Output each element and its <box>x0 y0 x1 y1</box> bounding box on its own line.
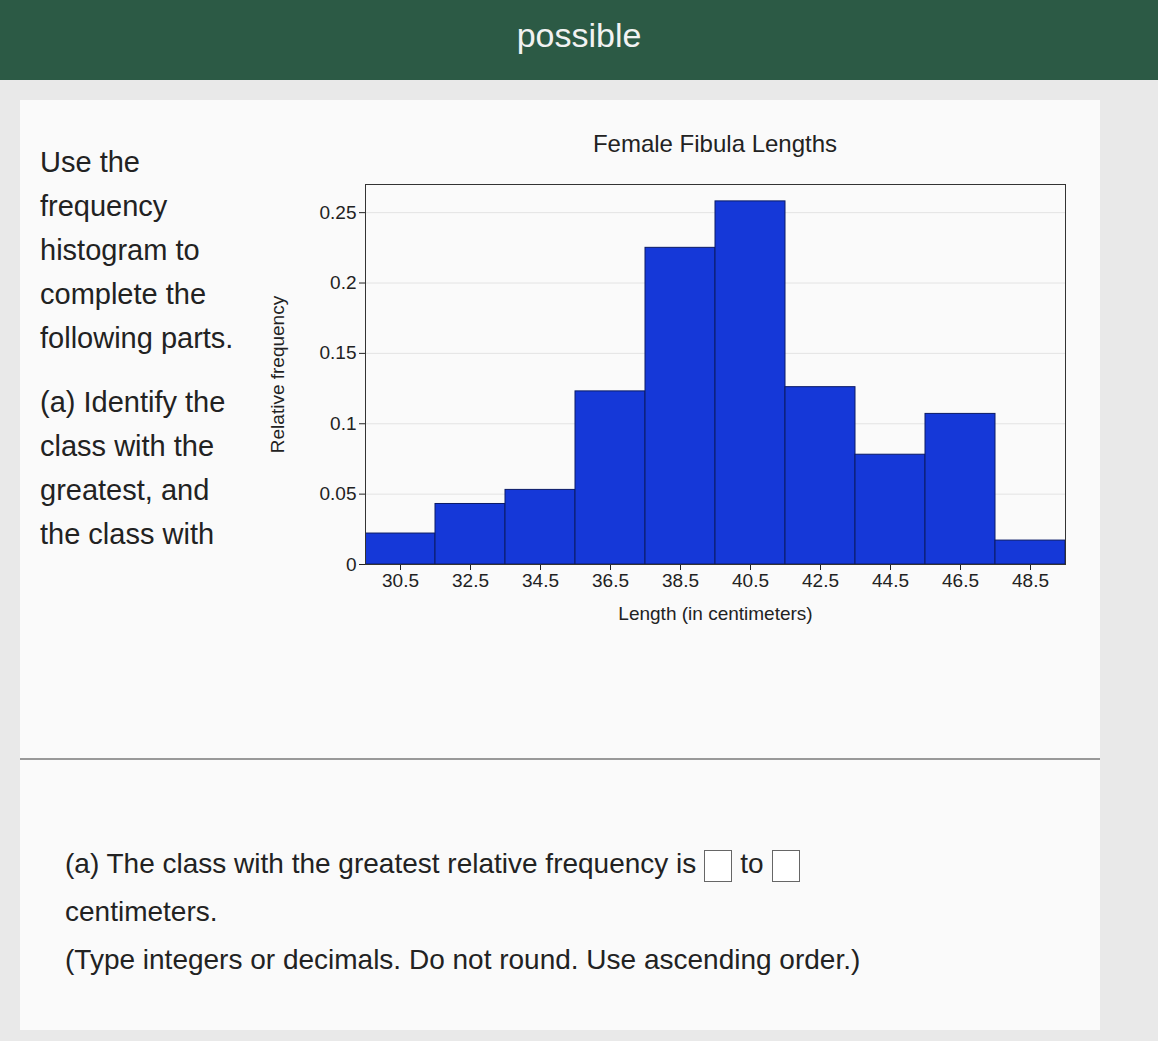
html-text:(a) Identify the class with th: (a) Identify the class with the greatest… <box>40 386 226 550</box>
html-text:Use the frequency histogram to: Use the frequency histogram to complete … <box>40 146 234 354</box>
svg-text:42.5: 42.5 <box>802 570 839 591</box>
html-text:to: to <box>740 848 764 879</box>
svg-text:0.2: 0.2 <box>330 272 356 293</box>
svg-text:48.5: 48.5 <box>1012 570 1049 591</box>
svg-text:38.5: 38.5 <box>662 570 699 591</box>
svg-text:44.5: 44.5 <box>872 570 909 591</box>
html-text:(Type integers or decimals. Do: (Type integers or decimals. Do not round… <box>65 944 861 975</box>
html-text:possible: possible <box>516 16 642 54</box>
svg-text:32.5: 32.5 <box>452 570 489 591</box>
svg-text:0: 0 <box>346 554 357 575</box>
svg-text:Relative frequency: Relative frequency <box>267 295 288 453</box>
html-text:(a) The class with the greates: (a) The class with the greatest relative… <box>65 848 697 879</box>
svg-text:0.25: 0.25 <box>320 202 357 223</box>
svg-text:0.15: 0.15 <box>320 342 357 363</box>
svg-text:0.05: 0.05 <box>320 483 357 504</box>
svg-text:40.5: 40.5 <box>732 570 769 591</box>
svg-text:46.5: 46.5 <box>942 570 979 591</box>
svg-text:34.5: 34.5 <box>522 570 559 591</box>
html-text:Female Fibula Lengths: Female Fibula Lengths <box>592 130 838 157</box>
svg-text:0.1: 0.1 <box>330 413 356 434</box>
svg-text:Length (in centimeters): Length (in centimeters) <box>618 603 812 624</box>
svg-text:36.5: 36.5 <box>592 570 629 591</box>
html-text:centimeters.: centimeters. <box>65 896 218 927</box>
svg-text:30.5: 30.5 <box>382 570 419 591</box>
